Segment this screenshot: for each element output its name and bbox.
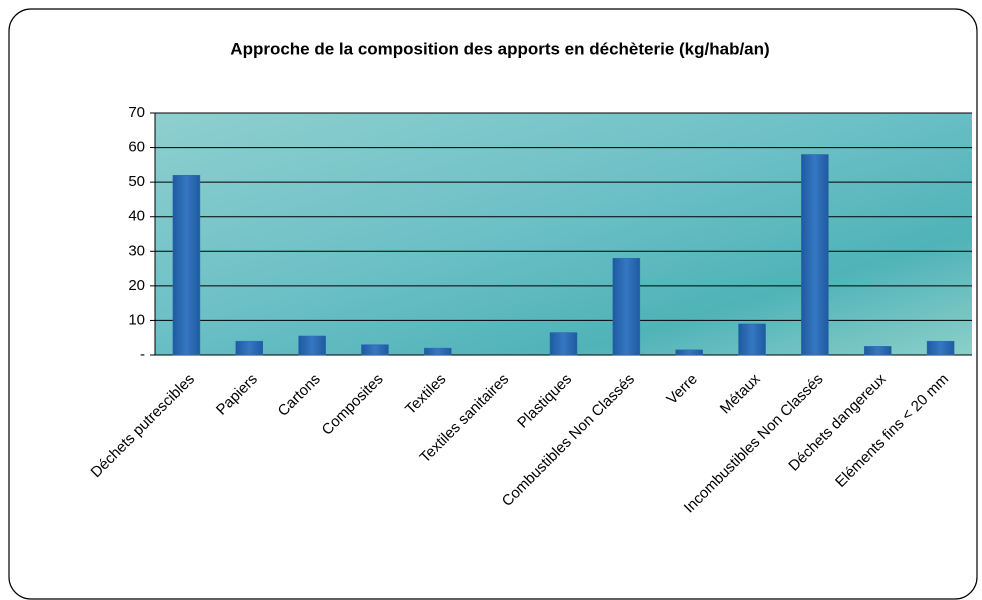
bar [801,154,829,356]
y-tick-label: 50 [128,173,145,190]
plot-area [155,113,972,355]
y-tick-label: - [140,346,145,363]
bar [675,349,703,356]
y-tick-label: 70 [128,104,145,121]
y-tick-label: 60 [128,139,145,156]
bar [361,344,389,356]
bar [863,346,892,356]
y-tick-label: 40 [128,208,145,225]
bar [424,347,452,356]
chart-title: Approche de la composition des apports e… [230,39,769,58]
bar [926,340,955,356]
bar [235,340,264,356]
y-tick-label: 10 [128,311,145,328]
bar [738,323,766,356]
bar [549,332,578,356]
bar [612,257,641,356]
y-tick-label: 30 [128,242,145,259]
bar [298,335,326,356]
bar [172,174,201,356]
y-tick-label: 20 [128,277,145,294]
